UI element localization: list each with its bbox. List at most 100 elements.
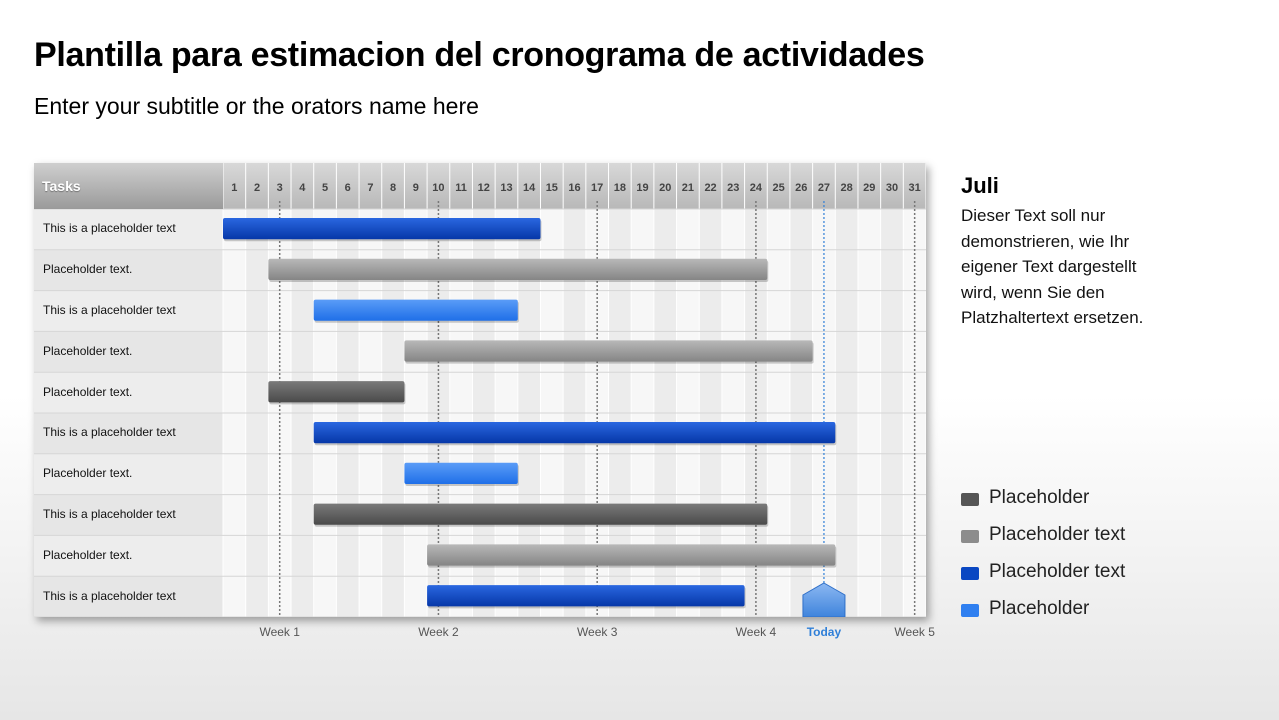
week-label: Week 4 bbox=[735, 625, 777, 639]
day-header-cell bbox=[880, 163, 904, 209]
day-header-cell bbox=[812, 163, 836, 209]
day-number: 26 bbox=[795, 182, 807, 194]
day-number: 2 bbox=[254, 182, 260, 194]
legend-swatch bbox=[961, 530, 979, 543]
task-bar bbox=[427, 544, 836, 566]
day-header-cell bbox=[585, 163, 609, 209]
day-number: 22 bbox=[704, 182, 716, 194]
task-label: Placeholder text. bbox=[43, 262, 133, 277]
task-bar bbox=[404, 462, 518, 484]
day-number: 1 bbox=[231, 182, 237, 194]
task-label: Placeholder text. bbox=[43, 547, 133, 562]
task-bar bbox=[313, 421, 836, 444]
day-number: 9 bbox=[413, 182, 419, 194]
day-header-cell bbox=[381, 163, 405, 209]
week-label: Week 1 bbox=[259, 625, 300, 639]
day-number: 31 bbox=[909, 182, 921, 194]
task-bar bbox=[427, 585, 745, 607]
day-header-cell bbox=[291, 163, 314, 209]
day-header-cell bbox=[721, 163, 745, 209]
month-description: Dieser Text soll nur demonstrieren, wie … bbox=[961, 206, 1144, 327]
day-number: 29 bbox=[863, 182, 875, 194]
day-header-cell bbox=[404, 163, 428, 209]
day-number: 24 bbox=[750, 182, 763, 194]
legend-swatch bbox=[961, 493, 979, 506]
day-number: 17 bbox=[591, 182, 603, 194]
day-number: 13 bbox=[500, 182, 512, 194]
task-bar bbox=[223, 217, 541, 240]
task-label-cell bbox=[34, 209, 223, 250]
legend-label: Placeholder text bbox=[989, 561, 1126, 582]
gantt-chart: 1 2 3 4 5 6 7 8 9 10 11 12 13 14 15 16 17 18 19 20 21 22 23 24 2… bbox=[34, 163, 926, 617]
day-number: 7 bbox=[367, 182, 373, 194]
day-header-cell bbox=[245, 163, 269, 209]
task-bar bbox=[404, 340, 813, 362]
task-label-cell bbox=[34, 372, 223, 413]
day-header-cell bbox=[608, 163, 632, 209]
task-label-cell bbox=[34, 290, 223, 332]
day-header-cell bbox=[517, 163, 541, 209]
task-label-cell bbox=[34, 413, 223, 454]
task-bar bbox=[313, 299, 518, 321]
today-marker bbox=[802, 582, 846, 617]
day-number: 23 bbox=[727, 182, 739, 194]
day-header-cell bbox=[789, 163, 813, 209]
legend-swatch bbox=[961, 604, 979, 617]
day-header-cell bbox=[449, 163, 473, 209]
gantt-chart-svg: 1 2 3 4 5 6 7 8 9 10 11 12 13 14 15 16 17 18 19 20 21 22 23 24 2… bbox=[34, 163, 926, 617]
task-label-cell bbox=[34, 494, 223, 536]
task-bar bbox=[268, 381, 405, 403]
task-label: Placeholder text. bbox=[43, 466, 133, 481]
day-number: 27 bbox=[818, 182, 830, 194]
day-number: 28 bbox=[841, 182, 853, 194]
task-label-cell bbox=[34, 249, 223, 291]
day-number: 19 bbox=[636, 182, 648, 194]
day-number: 11 bbox=[455, 182, 467, 194]
day-number: 10 bbox=[432, 182, 444, 194]
day-header-cell bbox=[699, 163, 722, 209]
task-bar bbox=[313, 503, 768, 525]
day-number: 12 bbox=[478, 182, 490, 194]
task-label: This is a placeholder text bbox=[43, 221, 176, 236]
day-header-cell bbox=[427, 163, 450, 209]
legend-label: Placeholder bbox=[989, 487, 1090, 508]
page-title: Plantilla para estimacion del cronograma… bbox=[34, 36, 925, 74]
week-label: Week 3 bbox=[576, 625, 618, 639]
day-number: 16 bbox=[568, 182, 580, 194]
task-label: This is a placeholder text bbox=[43, 588, 176, 603]
week-label: Week 2 bbox=[418, 625, 459, 639]
day-number: 8 bbox=[390, 182, 396, 194]
today-label: Today bbox=[806, 625, 842, 639]
day-header-cell bbox=[653, 163, 677, 209]
task-label: Placeholder text. bbox=[43, 343, 133, 358]
day-number: 3 bbox=[277, 182, 283, 194]
task-label: This is a placeholder text bbox=[43, 507, 176, 521]
legend-swatch bbox=[961, 567, 979, 580]
day-header-cell bbox=[223, 163, 246, 209]
day-header-cell bbox=[903, 163, 926, 209]
day-header-cell bbox=[313, 163, 337, 209]
day-header-cell bbox=[676, 163, 700, 209]
page-subtitle: Enter your subtitle or the orators name … bbox=[34, 93, 479, 119]
day-header-cell bbox=[472, 163, 496, 209]
task-label-cell bbox=[34, 453, 223, 495]
day-header-cell bbox=[268, 163, 292, 209]
day-number: 4 bbox=[299, 182, 306, 194]
day-number: 15 bbox=[546, 182, 558, 194]
day-number: 14 bbox=[523, 182, 536, 194]
day-header-cell bbox=[767, 163, 790, 209]
day-header-cell bbox=[563, 163, 586, 209]
day-number: 30 bbox=[886, 182, 898, 194]
task-label-cell bbox=[34, 535, 223, 577]
day-number: 20 bbox=[659, 182, 671, 194]
task-label-cell bbox=[34, 576, 223, 617]
task-label-cell bbox=[34, 331, 223, 373]
day-header-cell bbox=[857, 163, 881, 209]
task-label: This is a placeholder text bbox=[43, 303, 176, 317]
day-number: 5 bbox=[322, 182, 328, 194]
tasks-header-label: Tasks bbox=[42, 178, 81, 194]
task-label: This is a placeholder text bbox=[43, 425, 176, 440]
day-number: 6 bbox=[345, 182, 351, 194]
task-bar bbox=[268, 258, 768, 280]
day-header-cell bbox=[631, 163, 654, 209]
